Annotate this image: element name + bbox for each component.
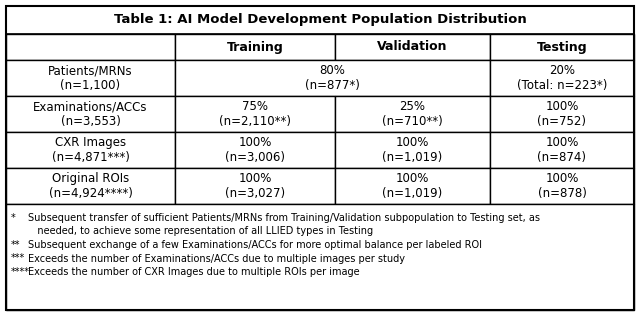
Text: 100%
(n=3,027): 100% (n=3,027) [225,172,285,200]
Text: Table 1: AI Model Development Population Distribution: Table 1: AI Model Development Population… [114,14,526,27]
Text: Testing: Testing [537,40,588,53]
Bar [6,34,175,60]
Text: Patients/MRNs
(n=1,100): Patients/MRNs (n=1,100) [48,64,133,92]
Text: Original ROIs
(n=4,924****): Original ROIs (n=4,924****) [49,172,132,200]
Bar [175,132,335,168]
Text: Subsequent exchange of a few Examinations/ACCs for more optimal balance per labe: Subsequent exchange of a few Examination… [28,240,482,250]
Bar [335,168,490,204]
Text: 100%
(n=752): 100% (n=752) [538,100,586,128]
Text: 80%
(n=877*): 80% (n=877*) [305,64,360,92]
Text: Training: Training [227,40,284,53]
Text: 100%
(n=1,019): 100% (n=1,019) [382,172,443,200]
Bar [490,34,634,60]
Bar [6,132,175,168]
Bar [175,96,335,132]
Bar [6,6,634,34]
Text: 100%
(n=3,006): 100% (n=3,006) [225,136,285,164]
Text: 20%
(Total: n=223*): 20% (Total: n=223*) [517,64,607,92]
Bar [335,96,490,132]
Text: Validation: Validation [377,40,448,53]
Bar [6,96,175,132]
Bar [175,34,335,60]
Bar [6,204,634,310]
Text: Examinations/ACCs
(n=3,553): Examinations/ACCs (n=3,553) [33,100,148,128]
Text: 100%
(n=1,019): 100% (n=1,019) [382,136,443,164]
Bar [6,168,175,204]
Bar [335,34,490,60]
Text: 75%
(n=2,110**): 75% (n=2,110**) [219,100,291,128]
Text: 100%
(n=874): 100% (n=874) [538,136,586,164]
Bar [175,168,335,204]
Text: *: * [11,213,16,223]
Text: Subsequent transfer of sufficient Patients/MRNs from Training/Validation subpopu: Subsequent transfer of sufficient Patien… [28,213,540,223]
Bar [175,60,490,96]
Text: ****: **** [11,267,30,277]
Bar [490,168,634,204]
Bar [6,60,175,96]
Text: CXR Images
(n=4,871***): CXR Images (n=4,871***) [52,136,129,164]
Bar [335,132,490,168]
Bar [490,60,634,96]
Text: Exceeds the number of Examinations/ACCs due to multiple images per study: Exceeds the number of Examinations/ACCs … [28,253,405,264]
Text: needed, to achieve some representation of all LLIED types in Testing: needed, to achieve some representation o… [28,227,373,236]
Text: 25%
(n=710**): 25% (n=710**) [382,100,443,128]
Text: Exceeds the number of CXR Images due to multiple ROIs per image: Exceeds the number of CXR Images due to … [28,267,360,277]
Text: 100%
(n=878): 100% (n=878) [538,172,586,200]
Text: **: ** [11,240,20,250]
Bar [490,132,634,168]
Text: ***: *** [11,253,25,264]
Bar [490,96,634,132]
